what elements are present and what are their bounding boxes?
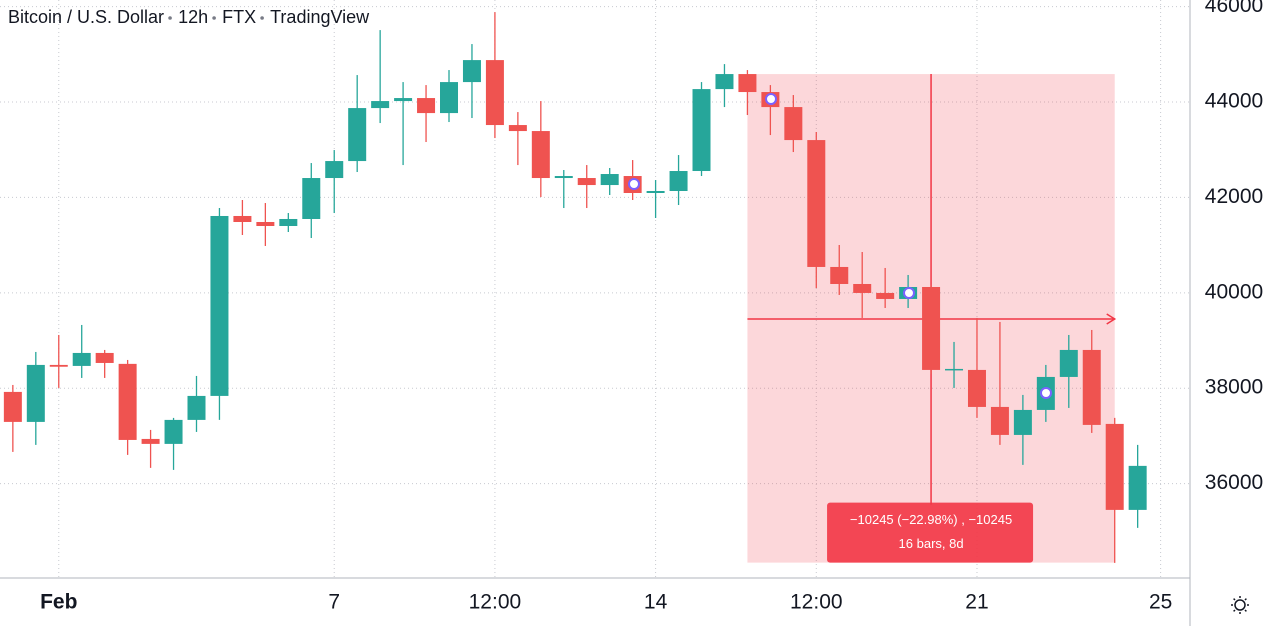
y-tick-label: 40000 — [1205, 280, 1263, 303]
candle-body — [1128, 465, 1147, 510]
candle-body — [922, 286, 941, 370]
y-tick-label: 42000 — [1205, 185, 1263, 208]
measure-label-box — [827, 502, 1034, 563]
candle-body — [646, 190, 665, 194]
candle-body — [302, 178, 321, 219]
candle-body — [279, 218, 298, 227]
candle-body — [531, 131, 550, 179]
x-tick-label: 12:00 — [790, 591, 843, 614]
y-tick-label: 38000 — [1205, 376, 1263, 399]
candle-body — [1013, 409, 1032, 435]
measure-label: 16 bars, 8d — [899, 536, 964, 551]
candle-body — [807, 140, 826, 267]
marker — [765, 93, 777, 105]
candle-body — [554, 176, 573, 179]
candle-body — [141, 438, 160, 444]
candle-body — [233, 215, 252, 222]
candle-body — [485, 60, 504, 126]
candle-body — [738, 74, 757, 93]
y-tick-label: 36000 — [1205, 471, 1263, 494]
candle-body — [1105, 423, 1124, 510]
candle-body — [967, 369, 986, 407]
candle-body — [669, 171, 688, 191]
candle-body — [371, 101, 390, 109]
candle-body — [462, 60, 481, 83]
x-tick-label: 21 — [965, 591, 988, 614]
candle-body — [3, 391, 22, 422]
candle-body — [945, 368, 964, 371]
candle-body — [784, 107, 803, 141]
candle-body — [508, 125, 527, 132]
candle-body — [187, 395, 206, 420]
candle-body — [853, 283, 872, 293]
title-part: 12h — [178, 7, 208, 27]
candle-body — [1059, 349, 1078, 377]
title: Bitcoin / U.S. Dollar 12h FTX TradingView — [8, 7, 370, 27]
candle-body — [118, 363, 137, 440]
x-tick-label: 25 — [1149, 591, 1172, 614]
x-tick-label: 7 — [328, 591, 340, 614]
title-part: TradingView — [270, 7, 370, 27]
candle-body — [417, 98, 436, 114]
marker — [628, 178, 640, 190]
candle-body — [600, 174, 619, 186]
measure-arrowhead — [1106, 313, 1117, 325]
title-part: Bitcoin / U.S. Dollar — [8, 7, 164, 27]
candle-body — [210, 215, 229, 396]
candle-body — [692, 89, 711, 172]
candle-body — [164, 419, 183, 444]
markers — [628, 93, 1052, 399]
y-tick-label: 44000 — [1205, 90, 1263, 113]
candle-body — [72, 352, 91, 366]
x-tick-label: 12:00 — [469, 591, 522, 614]
marker — [1040, 387, 1052, 399]
y-tick-label: 46000 — [1205, 0, 1263, 17]
measure-label: −10245 (−22.98%) , −10245 — [850, 512, 1012, 527]
candle-body — [325, 161, 344, 179]
marker — [903, 287, 915, 299]
settings-icon[interactable] — [1231, 596, 1249, 614]
candle-body — [49, 364, 68, 367]
separator-dot — [212, 16, 216, 20]
candle-body — [256, 221, 275, 227]
candle-body — [1082, 349, 1101, 425]
candle-body — [715, 74, 734, 90]
x-tick-label: 14 — [644, 591, 668, 614]
candle-body — [26, 364, 45, 422]
separator-dot — [260, 16, 264, 20]
x-tick-label: Feb — [40, 591, 77, 614]
candle-body — [990, 406, 1009, 435]
candle-body — [348, 108, 367, 162]
candle-body — [577, 178, 596, 186]
candle-body — [95, 352, 114, 363]
candle-body — [876, 292, 895, 299]
title-part: FTX — [222, 7, 256, 27]
candle-body — [440, 82, 459, 114]
separator-dot — [168, 16, 172, 20]
candle-body — [830, 266, 849, 284]
candle-body — [394, 98, 413, 102]
candles — [3, 12, 1147, 563]
